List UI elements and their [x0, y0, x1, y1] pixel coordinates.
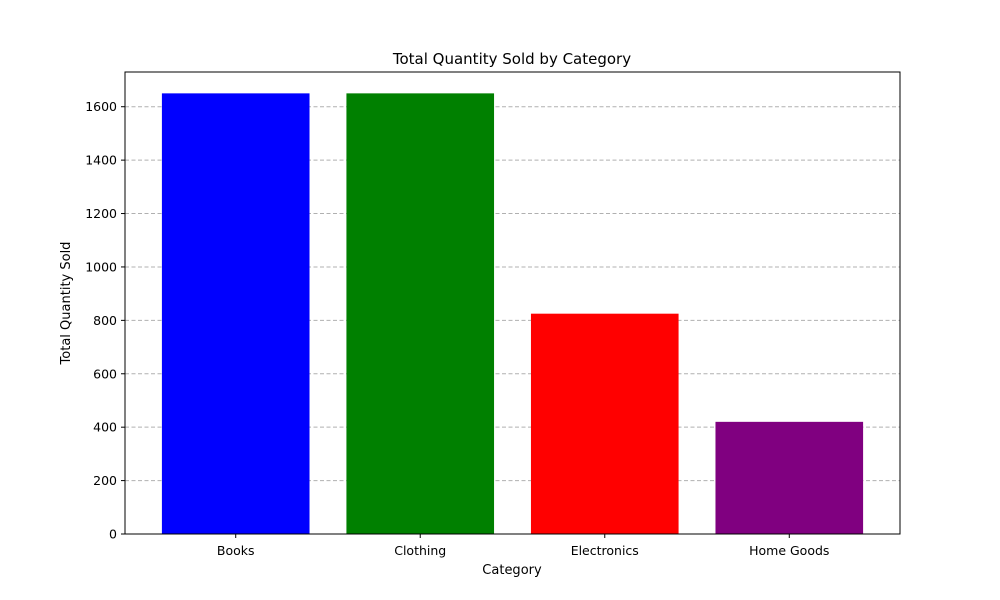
plot-frame	[124, 71, 901, 535]
bars	[161, 93, 864, 534]
x-tick-label-clothing: Clothing	[394, 543, 446, 558]
x-tick-label-electronics: Electronics	[571, 543, 639, 558]
bar-electronics	[530, 313, 679, 534]
y-tick-label: 800	[93, 313, 117, 328]
y-axis-label: Total Quantity Sold	[59, 242, 74, 366]
chart-title: Total Quantity Sold by Category	[392, 50, 631, 68]
x-axis-label: Category	[482, 563, 542, 578]
bar-clothing	[346, 93, 495, 534]
y-tick-label: 0	[109, 527, 117, 542]
y-tick-label: 600	[93, 366, 117, 381]
y-tick-label: 1200	[85, 206, 117, 221]
y-tick-label: 1600	[85, 99, 117, 114]
y-tick-label: 200	[93, 473, 117, 488]
bar-books	[161, 93, 310, 534]
x-axis-ticks: Books Clothing Electronics Home Goods	[217, 534, 829, 558]
x-tick-label-books: Books	[217, 543, 255, 558]
y-tick-label: 1000	[85, 259, 117, 274]
y-axis-ticks: 0 200 400 600 800 1000 1200 1400 1600	[85, 99, 125, 542]
y-tick-label: 1400	[85, 153, 117, 168]
y-tick-label: 400	[93, 420, 117, 435]
bar-home-goods	[715, 421, 864, 534]
x-tick-label-home-goods: Home Goods	[749, 543, 829, 558]
